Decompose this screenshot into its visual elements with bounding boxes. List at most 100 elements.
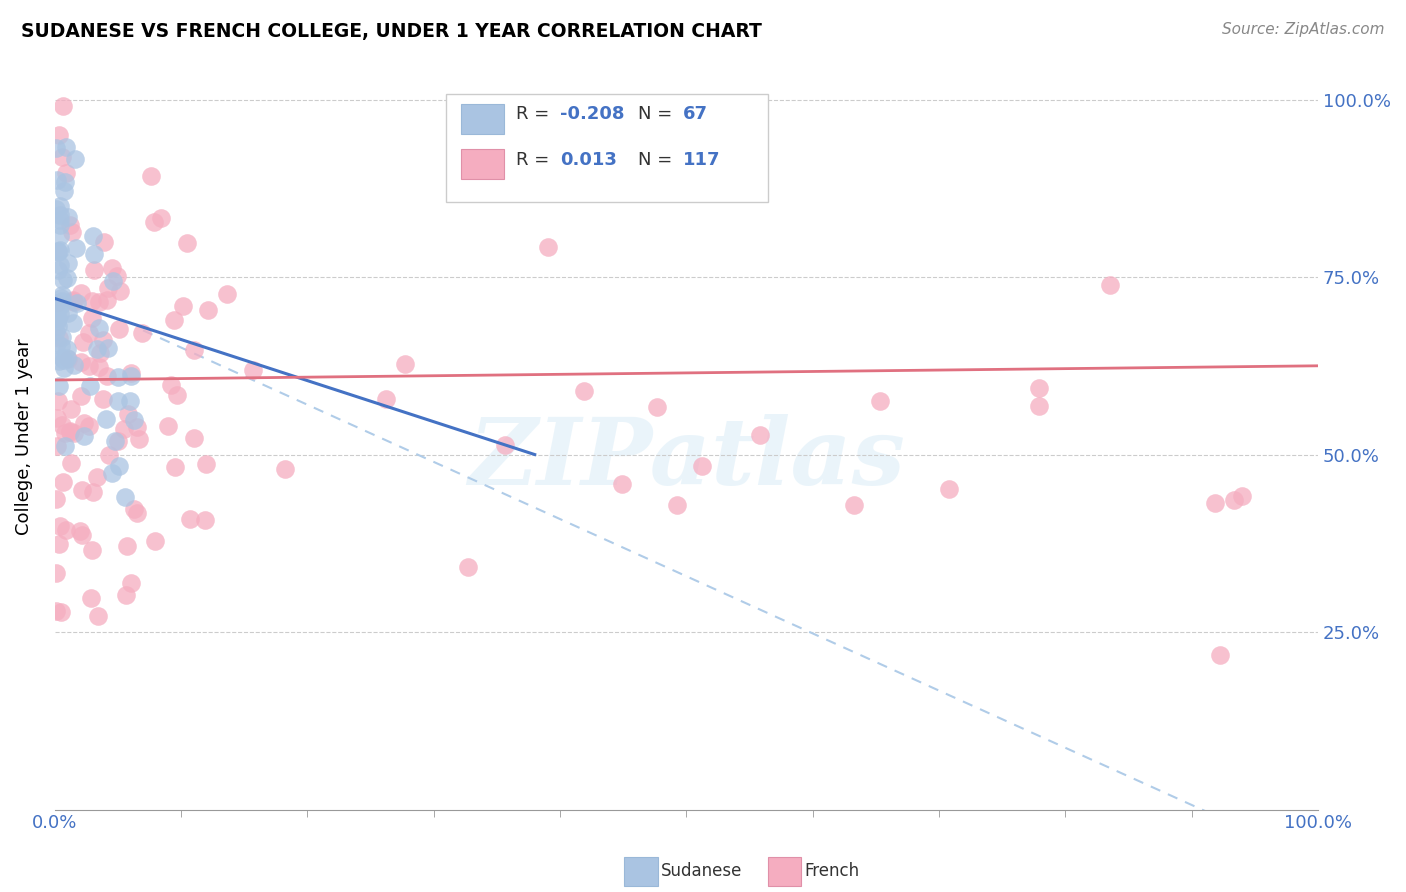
Point <box>52 99 75 113</box>
Point <box>375 392 398 407</box>
Text: SUDANESE VS FRENCH COLLEGE, UNDER 1 YEAR CORRELATION CHART: SUDANESE VS FRENCH COLLEGE, UNDER 1 YEAR… <box>21 22 762 41</box>
Point <box>1099 277 1122 292</box>
Point <box>66 296 89 310</box>
Point <box>394 357 416 371</box>
Point <box>70 527 93 541</box>
Point <box>63 152 86 166</box>
Point <box>53 361 76 376</box>
Point <box>45 566 67 580</box>
Point <box>51 294 73 309</box>
Point <box>82 543 104 558</box>
Point <box>143 534 166 549</box>
Point <box>73 429 96 443</box>
Text: Source: ZipAtlas.com: Source: ZipAtlas.com <box>1222 22 1385 37</box>
Point <box>46 296 69 310</box>
Point <box>1209 648 1232 663</box>
Point <box>53 175 76 189</box>
Point <box>48 353 70 368</box>
Point <box>176 236 198 251</box>
Point <box>163 460 186 475</box>
Point <box>105 269 128 284</box>
Point <box>56 351 79 366</box>
Point <box>118 393 141 408</box>
Point <box>56 256 79 270</box>
FancyBboxPatch shape <box>461 149 505 179</box>
Point <box>77 419 100 434</box>
Point <box>46 439 69 453</box>
Point <box>59 456 82 470</box>
Point <box>117 407 139 421</box>
Point <box>72 335 94 350</box>
Point <box>183 343 205 357</box>
Point <box>70 355 93 369</box>
Point <box>127 506 149 520</box>
Point <box>86 470 108 484</box>
Point <box>114 490 136 504</box>
Text: ZIPatlas: ZIPatlas <box>468 414 905 504</box>
Point <box>49 519 72 533</box>
Point <box>107 370 129 384</box>
Point <box>70 285 93 300</box>
Point <box>46 336 69 351</box>
Point <box>122 413 145 427</box>
Point <box>163 313 186 327</box>
Point <box>73 416 96 430</box>
Point <box>51 330 73 344</box>
Point <box>86 342 108 356</box>
Point <box>49 198 72 212</box>
Point <box>103 434 125 449</box>
Point <box>127 419 149 434</box>
Point <box>96 293 118 307</box>
Point <box>46 393 69 408</box>
Point <box>1223 493 1246 508</box>
Point <box>645 400 668 414</box>
Point <box>89 346 111 360</box>
Point <box>100 467 122 481</box>
Point <box>91 333 114 347</box>
Text: 0.013: 0.013 <box>560 152 617 169</box>
Point <box>45 324 67 338</box>
Point <box>122 502 145 516</box>
Point <box>55 140 77 154</box>
Point <box>53 353 76 368</box>
Point <box>107 393 129 408</box>
Point <box>217 286 239 301</box>
Point <box>690 458 713 473</box>
Text: French: French <box>804 863 859 880</box>
Point <box>56 306 79 320</box>
Point <box>45 605 67 619</box>
Point <box>194 458 217 472</box>
Point <box>494 438 516 452</box>
Point <box>45 492 67 507</box>
Point <box>69 389 91 403</box>
Point <box>197 302 219 317</box>
Point <box>70 483 93 497</box>
Point <box>45 202 67 216</box>
Point <box>96 369 118 384</box>
Point <box>166 388 188 402</box>
Text: 67: 67 <box>682 105 707 123</box>
Point <box>51 351 73 365</box>
Point <box>112 422 135 436</box>
Point <box>128 432 150 446</box>
Point <box>1232 489 1254 503</box>
Point <box>93 235 115 249</box>
Point <box>48 379 70 393</box>
FancyBboxPatch shape <box>461 104 505 134</box>
Point <box>108 284 131 298</box>
Point <box>46 263 69 277</box>
Point <box>60 402 83 417</box>
Point <box>83 263 105 277</box>
Point <box>55 342 77 356</box>
Point <box>51 339 73 353</box>
Point <box>150 211 173 225</box>
Point <box>457 559 479 574</box>
Point <box>82 485 104 500</box>
Point <box>45 305 67 319</box>
Text: R =: R = <box>516 105 555 123</box>
Point <box>242 363 264 377</box>
Point <box>49 218 72 232</box>
FancyBboxPatch shape <box>446 94 769 202</box>
Point <box>1028 399 1050 413</box>
Point <box>107 322 129 336</box>
